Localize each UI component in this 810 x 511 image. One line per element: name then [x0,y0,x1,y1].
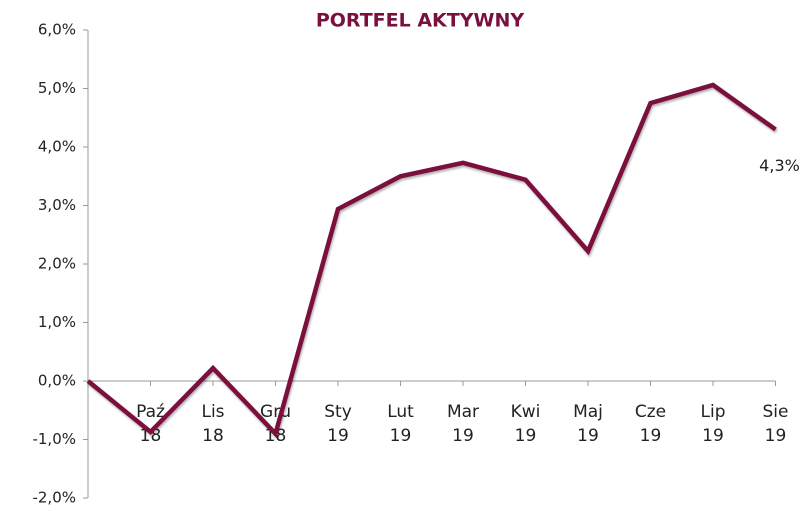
x-tick-label: Sie 19 [763,402,789,446]
y-tick-label: 2,0% [38,255,76,273]
x-tick-label: Paź 18 [136,402,165,446]
y-tick-label: 6,0% [38,21,76,39]
x-tick-label: Lip 19 [701,402,726,446]
y-tick-label: 4,0% [38,138,76,156]
y-tick-label: 5,0% [38,79,76,97]
x-tick-label: Sty 19 [324,402,352,446]
x-tick-label: Kwi 19 [511,402,541,446]
y-tick-label: 1,0% [38,313,76,331]
y-tick-label: 0,0% [38,372,76,390]
y-tick-label: -1,0% [32,430,76,448]
y-tick-label: -2,0% [32,489,76,507]
data-label: 4,3% [759,156,800,175]
x-tick-label: Lis 18 [201,402,224,446]
y-tick-label: 3,0% [38,196,76,214]
chart-title: PORTFEL AKTYWNY [316,10,524,32]
line [86,82,777,439]
x-tick-label: Maj 19 [573,402,603,446]
x-tick-label: Lut 19 [387,402,414,446]
x-tick-label: Cze 19 [635,402,666,446]
x-tick-label: Mar 19 [447,402,479,446]
